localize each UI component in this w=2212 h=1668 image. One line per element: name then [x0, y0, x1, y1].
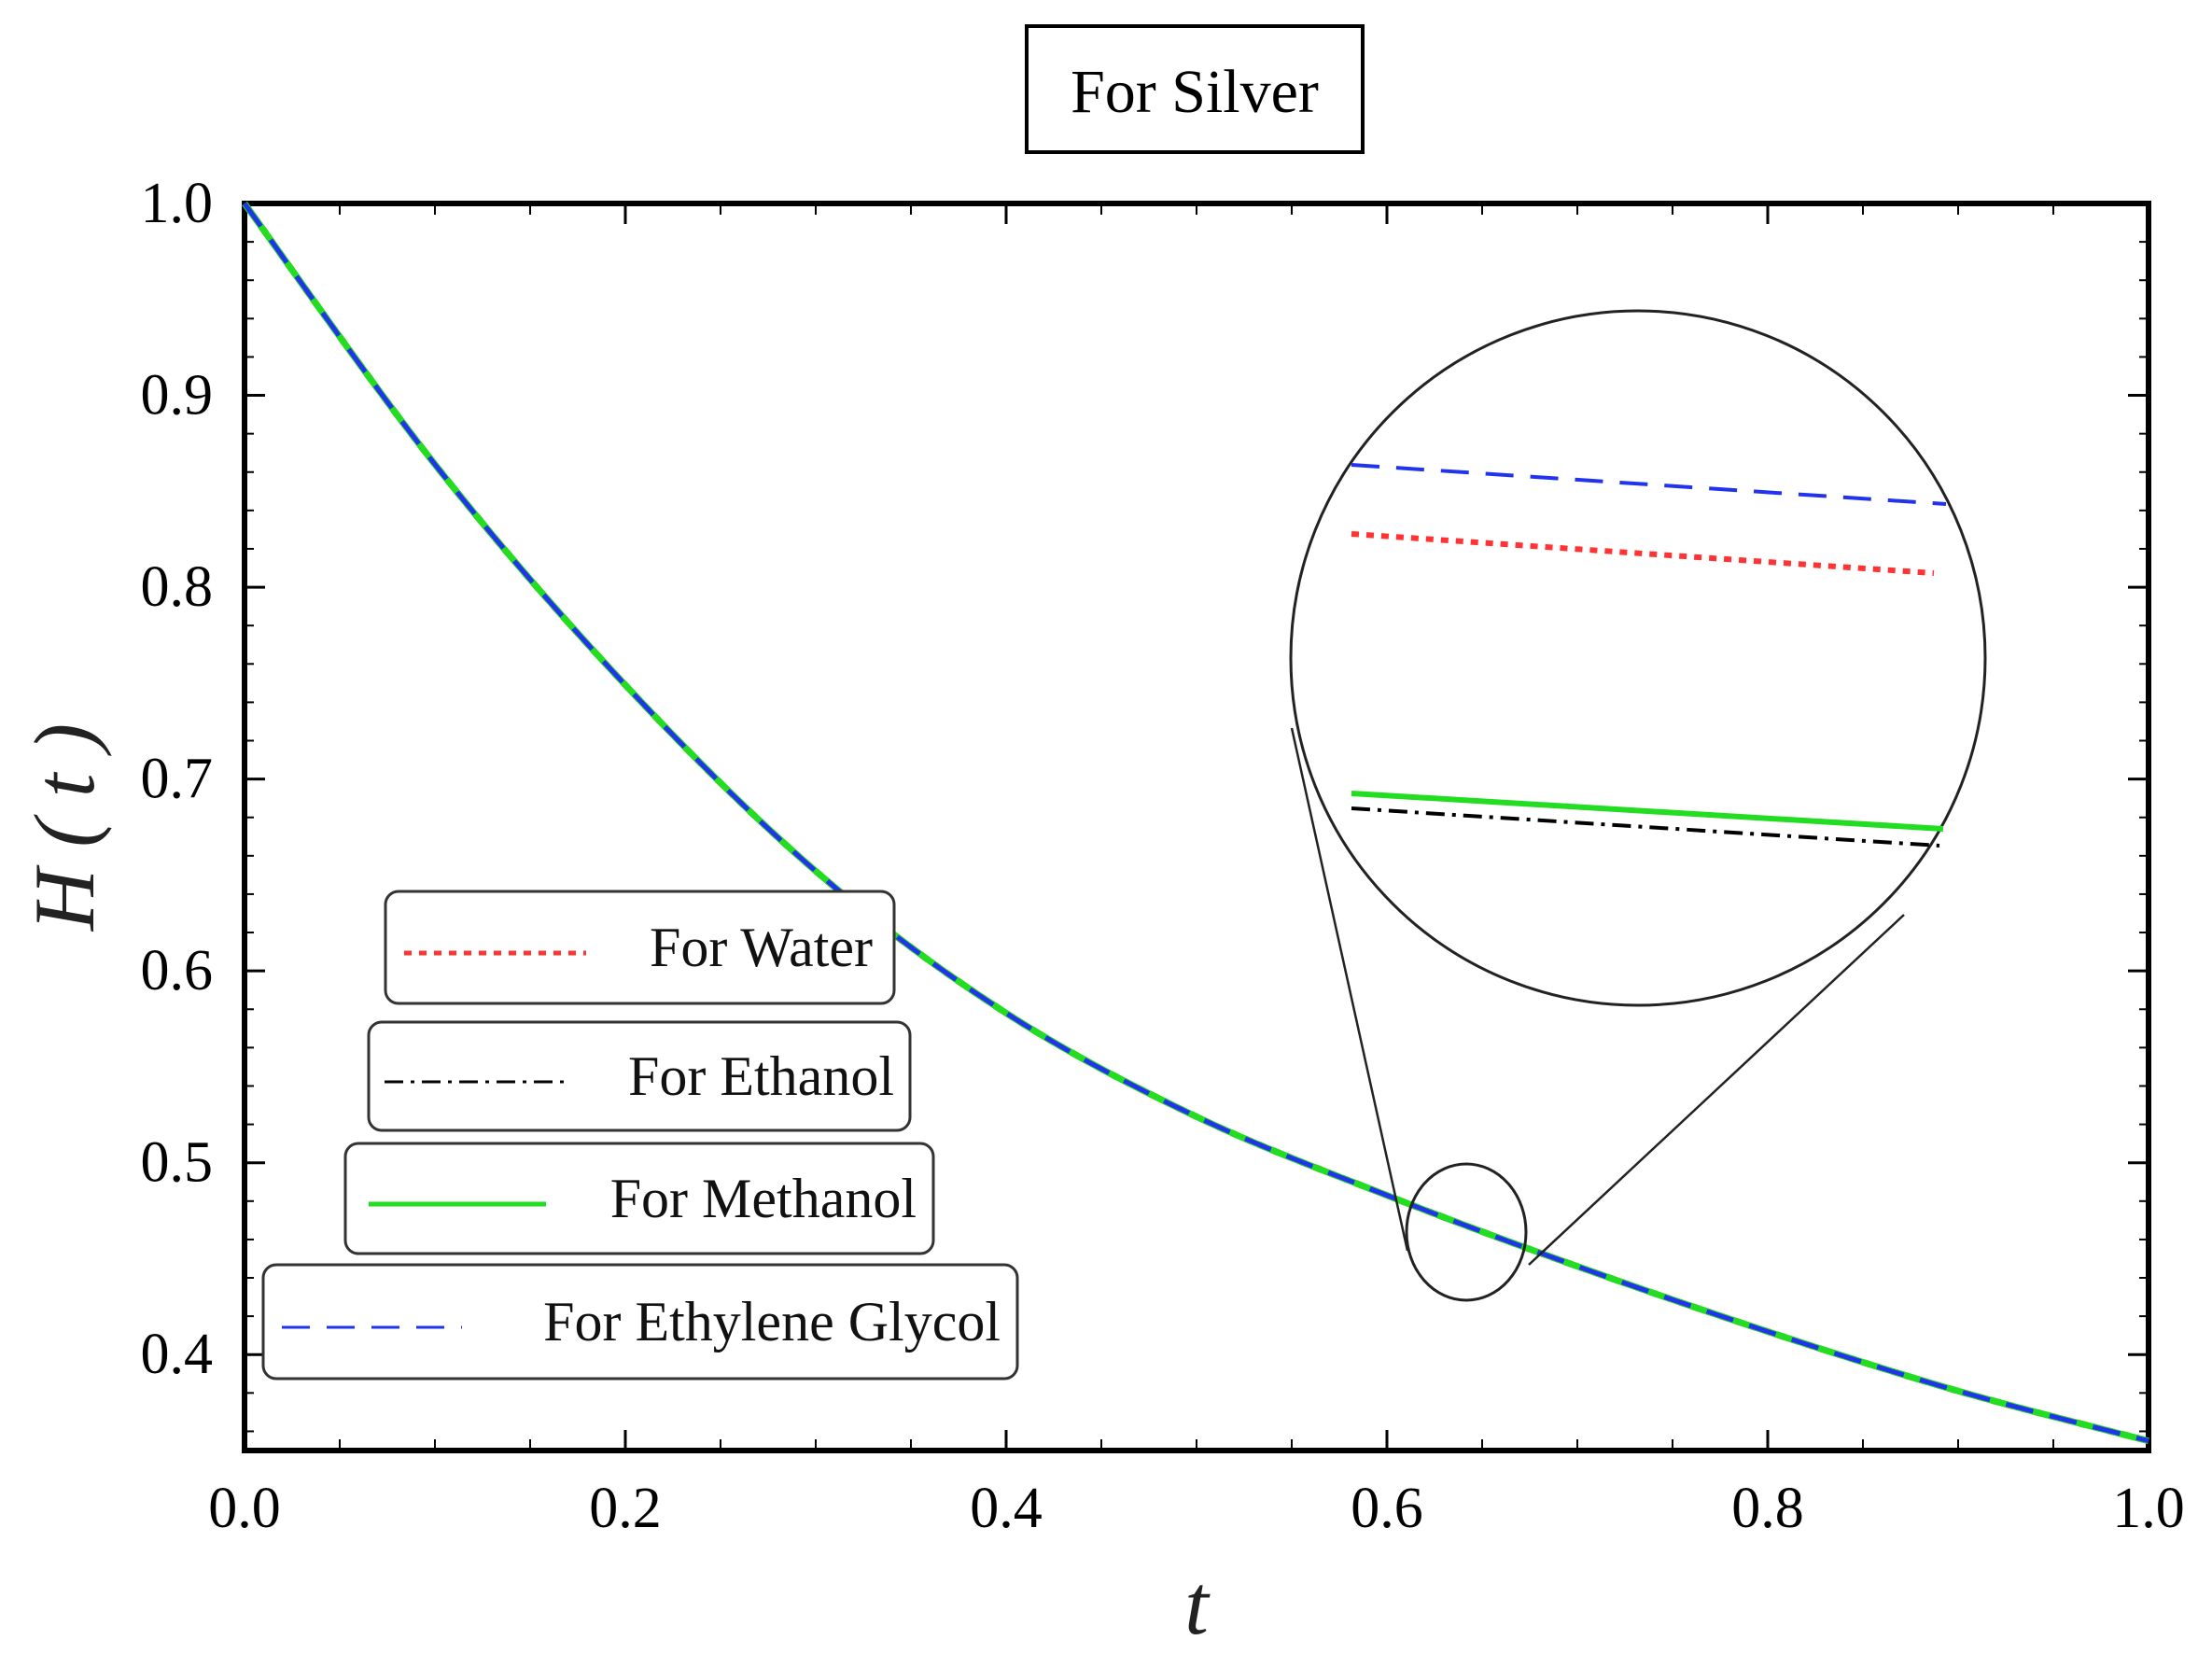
y-tick-label: 0.9	[141, 364, 214, 428]
x-tick-label: 0.2	[589, 1477, 662, 1540]
y-tick-label: 1.0	[141, 172, 214, 235]
inset-line-for-methanol	[1351, 791, 1944, 832]
zoom-magnified-circle	[1289, 309, 1987, 1007]
legend: For Water For Ethanol For Methanol For Ethy…	[261, 890, 1019, 1381]
y-tick-label: 0.6	[141, 939, 214, 1002]
legend-box	[261, 1263, 1019, 1381]
legend-item-for-methanol: For Methanol	[343, 1142, 935, 1255]
series-layer	[242, 201, 2149, 1445]
legend-box	[384, 890, 896, 1005]
title-box: For Silver	[1025, 24, 1365, 154]
zoom-connector-left	[1290, 727, 1409, 1252]
x-axis-title: t	[1184, 1557, 1211, 1652]
zoom-connector-right	[1528, 914, 1905, 1266]
y-tick-label: 0.4	[141, 1323, 214, 1386]
legend-box	[343, 1142, 935, 1255]
series-line-for-ethylene-glycol	[242, 202, 2149, 1444]
x-tick-label: 0.8	[1731, 1477, 1804, 1540]
y-tick-label: 0.7	[141, 748, 214, 811]
x-tick-label: 0.6	[1351, 1477, 1423, 1540]
y-tick-label: 0.5	[141, 1131, 214, 1195]
inset-lines	[1351, 463, 1947, 848]
y-axis-title: H ( t )	[17, 723, 112, 932]
inset-line-for-ethanol	[1351, 806, 1940, 848]
chart-title: For Silver	[1071, 58, 1319, 126]
x-tick-label: 0.0	[208, 1477, 281, 1540]
x-tick-label: 0.4	[970, 1477, 1043, 1540]
zoom-source-ellipse	[1405, 1162, 1528, 1302]
legend-label: For Ethanol	[628, 1045, 894, 1107]
legend-label: For Ethylene Glycol	[543, 1291, 1001, 1353]
ticks: 0.0 0.2 0.4 0.6 0.8 1.0 0.4 0.5 0.6 0.7 0.8 0.9 1.0	[141, 172, 2185, 1540]
inset-line-for-ethylene-glycol	[1351, 463, 1947, 506]
legend-label: For Methanol	[610, 1168, 917, 1229]
legend-item-for-ethylene-glycol: For Ethylene Glycol	[261, 1263, 1019, 1381]
legend-item-for-water: For Water	[384, 890, 896, 1005]
y-tick-label: 0.8	[141, 555, 214, 619]
legend-item-for-ethanol: For Ethanol	[367, 1020, 912, 1132]
zoom-inset	[1289, 309, 1987, 1302]
x-tick-label: 1.0	[2112, 1477, 2185, 1540]
legend-label: For Water	[650, 917, 873, 978]
legend-box	[367, 1020, 912, 1132]
